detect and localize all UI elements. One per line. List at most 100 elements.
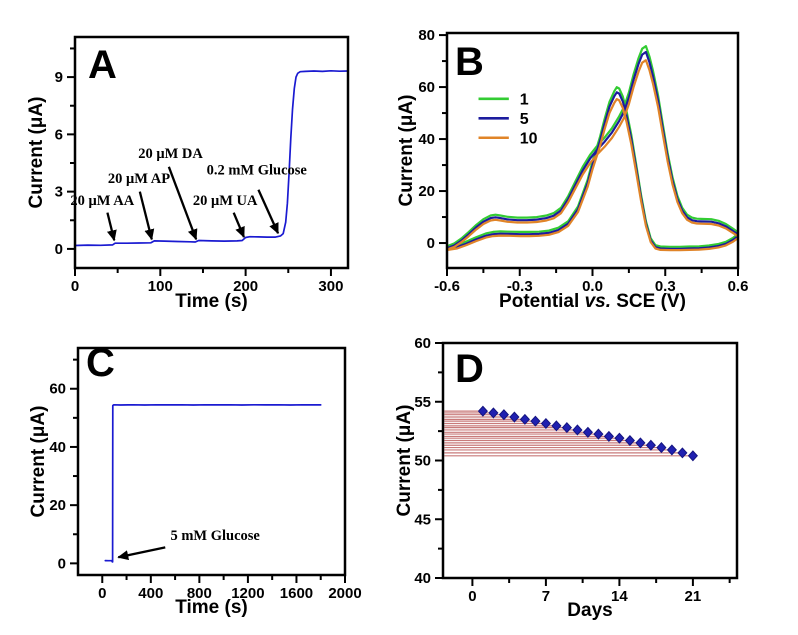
y-tick-label: 60: [418, 79, 435, 96]
data-point: [530, 415, 541, 427]
y-axis-title: Current (μA): [28, 406, 49, 518]
y-tick-label: 0: [55, 241, 63, 258]
data-point: [645, 439, 656, 451]
y-tick-label: 40: [414, 570, 431, 587]
y-axis-title: Current (μA): [396, 95, 417, 207]
data-point: [561, 422, 572, 434]
y-tick-label: 9: [55, 69, 63, 86]
x-tick-label: 0: [468, 588, 476, 605]
x-tick-label: 0: [98, 585, 106, 602]
annotation-arrow: [232, 212, 245, 238]
x-tick-label: 0.6: [728, 278, 749, 295]
x-tick-label: 7: [542, 588, 550, 605]
x-tick-label: 21: [685, 588, 702, 605]
y-tick-label: 0: [427, 235, 435, 252]
series-cycle-5: [447, 50, 738, 250]
x-axis-title: Potential vs. SCE (V): [499, 291, 686, 312]
y-axis-title: Current (μA): [26, 97, 47, 209]
y-tick-label: 45: [414, 511, 431, 528]
x-tick-label: 100: [148, 278, 173, 295]
y-axis-title: Current (μA): [394, 405, 415, 517]
data-point: [666, 444, 677, 456]
x-tick-label: 0.3: [655, 278, 676, 295]
panel-a: 0 100 200 300 0 3 6 9 Time (s) Current (μA) A 20 μM…: [26, 35, 350, 312]
series-cycle-10: [447, 59, 738, 252]
y-tick-label: 20: [418, 183, 435, 200]
annotation-arrow: [117, 546, 166, 561]
annotation-text: 20 μM DA: [138, 146, 203, 162]
x-tick-label: -0.6: [434, 278, 460, 295]
y-tick-label: 60: [49, 381, 66, 398]
data-point: [540, 417, 551, 430]
annotation-arrow: [167, 166, 198, 241]
data-point: [687, 450, 698, 462]
axis-frame: [76, 346, 347, 577]
series-stability-trace: [104, 403, 322, 563]
annotation-text: 20 μM UA: [193, 193, 258, 209]
x-tick-label: 14: [611, 588, 628, 605]
x-tick-label: 0.0: [582, 278, 603, 295]
x-tick-label: 2000: [328, 585, 361, 602]
data-point: [677, 447, 688, 459]
panel-letter-b: B: [455, 40, 484, 84]
data-point: [656, 442, 667, 454]
legend-label-cycle-1: 1: [520, 91, 529, 108]
y-tick-label: 20: [49, 497, 66, 514]
axis-frame: [73, 35, 350, 270]
annotation-text: 0.2 mM Glucose: [207, 162, 308, 178]
panel-letter-c: C: [86, 341, 115, 385]
data-point: [498, 409, 509, 421]
x-tick-label: 0: [71, 278, 79, 295]
y-tick-label: 40: [418, 131, 435, 148]
y-tick-label: 6: [55, 126, 63, 143]
y-tick-label: 40: [49, 439, 66, 456]
annotation-arrow: [257, 189, 280, 235]
data-point: [593, 428, 604, 440]
x-axis-title: Time (s): [175, 597, 248, 618]
data-point: [582, 426, 593, 438]
data-point: [477, 405, 488, 417]
series-amperometric-response: [75, 69, 348, 247]
annotation-text: 20 μM AP: [108, 171, 170, 187]
data-point: [603, 430, 614, 442]
legend-label-cycle-10: 10: [520, 130, 538, 147]
x-tick-label: 400: [138, 585, 163, 602]
x-tick-label: 300: [318, 278, 343, 295]
x-tick-label: 200: [233, 278, 258, 295]
x-tick-label: 1600: [280, 585, 313, 602]
y-tick-label: 55: [414, 394, 431, 411]
panel-b: -0.6 -0.3 0.0 0.3 0.6 0 20 40 60 80 Potential vs. …: [396, 27, 748, 312]
x-axis-title: Time (s): [175, 291, 248, 312]
data-point: [624, 434, 635, 447]
y-tick-label: 0: [58, 555, 66, 572]
x-tick-label: -0.3: [507, 278, 533, 295]
data-point: [635, 437, 646, 449]
data-point: [488, 407, 499, 419]
data-point: [519, 413, 530, 425]
x-tick-label: 800: [187, 585, 212, 602]
legend-label-cycle-5: 5: [520, 111, 529, 128]
y-tick-label: 80: [418, 27, 435, 44]
y-tick-label: 60: [414, 335, 431, 352]
panel-letter-d: D: [455, 347, 484, 391]
annotation-text: 5 mM Glucose: [170, 528, 260, 544]
annotation-arrow: [106, 212, 117, 242]
x-tick-label: 1200: [231, 585, 264, 602]
data-point: [614, 432, 625, 444]
data-point: [509, 411, 520, 423]
y-tick-label: 50: [414, 453, 431, 470]
y-tick-label: 3: [55, 184, 63, 201]
droplines: [444, 410, 689, 457]
panel-letter-a: A: [88, 43, 117, 87]
panel-c: 0 400 800 1200 1600 2000 0 20 40 60 Time (s) Curren…: [28, 341, 362, 618]
panel-d: 0 7 14 21 40 45 50 55 60 Days Current (μA) D: [394, 335, 739, 621]
data-point: [572, 424, 583, 436]
x-axis-title: Days: [567, 600, 612, 621]
series-cycle-1: [447, 44, 738, 248]
annotation-arrow: [138, 191, 155, 241]
data-point: [551, 420, 562, 432]
annotation-text: 20 μM AA: [70, 193, 134, 209]
